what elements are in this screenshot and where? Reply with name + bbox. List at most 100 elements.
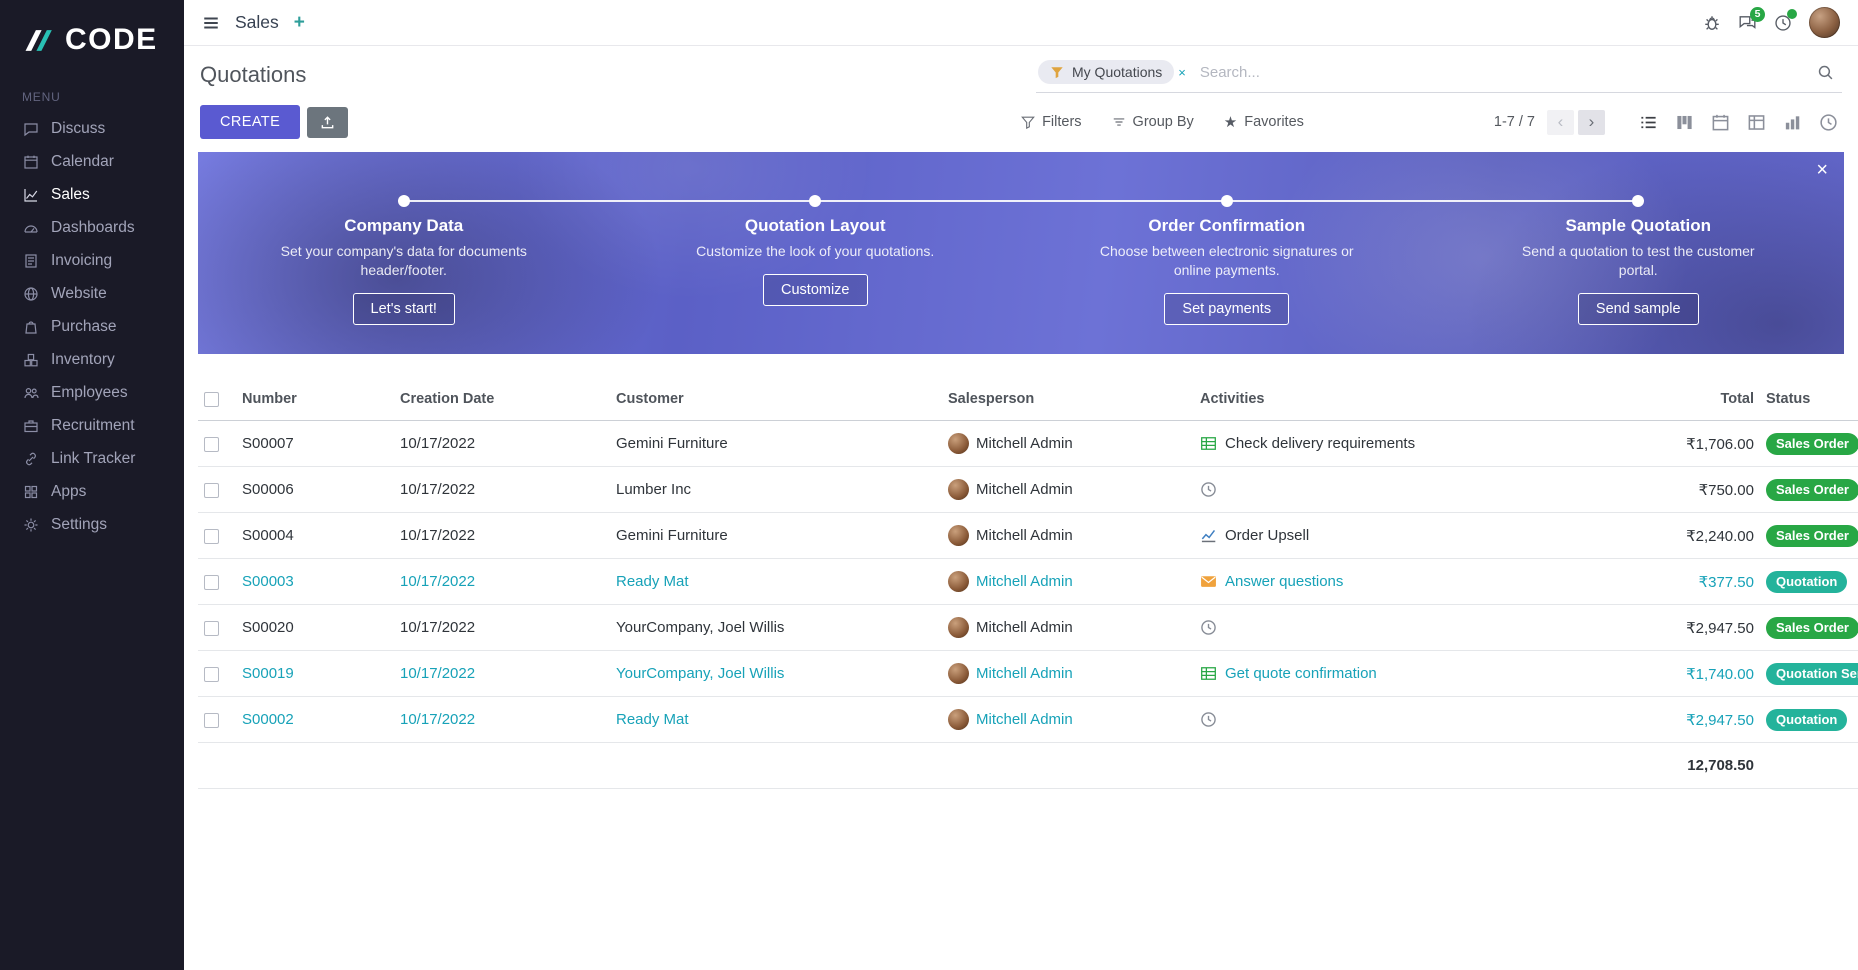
step-dot bbox=[1632, 195, 1645, 207]
favorites-button[interactable]: ★ Favorites bbox=[1223, 114, 1304, 131]
pager-prev-button[interactable]: ‹ bbox=[1547, 109, 1574, 135]
sidebar-item-discuss[interactable]: Discuss bbox=[0, 112, 184, 145]
table-footer-row: 12,708.50 bbox=[198, 742, 1858, 789]
salesperson-name: Mitchell Admin bbox=[976, 435, 1073, 452]
sidebar-item-employees[interactable]: Employees bbox=[0, 376, 184, 409]
messages-icon[interactable]: 5 bbox=[1738, 6, 1765, 32]
menu-section-label: MENU bbox=[22, 90, 61, 104]
select-all-checkbox[interactable] bbox=[204, 391, 219, 407]
onboarding-step-company-data: Company Data Set your company's data for… bbox=[198, 152, 610, 354]
sidebar-item-label: Link Tracker bbox=[51, 449, 136, 467]
table-row[interactable]: S00002 10/17/2022 Ready Mat Mitchell Adm… bbox=[198, 696, 1858, 743]
row-checkbox[interactable] bbox=[204, 712, 219, 728]
clock-icon[interactable] bbox=[1200, 711, 1217, 728]
activities-icon[interactable] bbox=[1774, 8, 1797, 32]
list-view-icon[interactable] bbox=[1639, 113, 1658, 132]
sidebar-item-website[interactable]: Website bbox=[0, 277, 184, 310]
table-row[interactable]: S00003 10/17/2022 Ready Mat Mitchell Adm… bbox=[198, 558, 1858, 605]
group-by-button[interactable]: Group By bbox=[1112, 114, 1194, 130]
order-total: ₹2,947.50 bbox=[1642, 696, 1760, 743]
table-row[interactable]: S00004 10/17/2022 Gemini Furniture Mitch… bbox=[198, 512, 1858, 559]
tasks-icon[interactable] bbox=[1200, 665, 1217, 682]
sidebar-item-recruitment[interactable]: Recruitment bbox=[0, 409, 184, 442]
sales-icon bbox=[22, 186, 39, 203]
pager-next-button[interactable]: › bbox=[1578, 109, 1605, 135]
customize-button[interactable]: Customize bbox=[763, 273, 868, 306]
envelope-icon[interactable] bbox=[1200, 573, 1217, 590]
column-header-status[interactable]: Status bbox=[1760, 378, 1858, 421]
graph-view-icon[interactable] bbox=[1783, 113, 1802, 132]
upload-icon bbox=[321, 115, 334, 128]
pivot-view-icon[interactable] bbox=[1747, 113, 1766, 132]
customer-name: Gemini Furniture bbox=[616, 435, 728, 452]
search-input[interactable] bbox=[1199, 63, 1817, 81]
row-checkbox[interactable] bbox=[204, 666, 219, 682]
kanban-view-icon[interactable] bbox=[1675, 113, 1694, 132]
row-checkbox[interactable] bbox=[204, 528, 219, 544]
row-checkbox[interactable] bbox=[204, 620, 219, 636]
search-facet[interactable]: My Quotations bbox=[1038, 60, 1175, 84]
lets-start-button[interactable]: Let's start! bbox=[352, 292, 455, 325]
calendar-view-icon[interactable] bbox=[1711, 113, 1730, 132]
search-bar[interactable]: My Quotations × bbox=[1036, 56, 1842, 93]
row-checkbox[interactable] bbox=[204, 436, 219, 452]
table-row[interactable]: S00020 10/17/2022 YourCompany, Joel Will… bbox=[198, 604, 1858, 651]
hamburger-menu-icon[interactable] bbox=[202, 14, 220, 32]
sidebar-item-label: Settings bbox=[51, 515, 108, 533]
facet-remove-icon[interactable]: × bbox=[1178, 64, 1186, 80]
tasks-icon[interactable] bbox=[1200, 435, 1217, 452]
search-icon[interactable] bbox=[1817, 64, 1834, 81]
order-total: ₹2,947.50 bbox=[1642, 604, 1760, 651]
table-row[interactable]: S00007 10/17/2022 Gemini Furniture Mitch… bbox=[198, 421, 1858, 467]
column-header-creation-date[interactable]: Creation Date bbox=[394, 378, 610, 421]
column-header-number[interactable]: Number bbox=[236, 378, 394, 421]
salesperson-avatar bbox=[948, 709, 969, 730]
chart-icon[interactable] bbox=[1200, 527, 1217, 544]
creation-date: 10/17/2022 bbox=[394, 466, 610, 513]
sidebar-item-apps[interactable]: Apps bbox=[0, 475, 184, 508]
add-tab-button[interactable]: + bbox=[293, 11, 305, 33]
column-header-total[interactable]: Total bbox=[1642, 378, 1760, 421]
row-checkbox[interactable] bbox=[204, 574, 219, 590]
activity-view-icon[interactable] bbox=[1819, 113, 1838, 132]
activity-label: Order Upsell bbox=[1225, 527, 1310, 544]
sidebar-item-label: Discuss bbox=[51, 119, 106, 137]
salesperson-name: Mitchell Admin bbox=[976, 665, 1073, 682]
group-by-icon bbox=[1113, 118, 1124, 126]
control-buttons-row: CREATE Filters Group By ★ Favorites bbox=[200, 105, 1842, 139]
bug-icon[interactable] bbox=[1703, 14, 1721, 32]
column-header-customer[interactable]: Customer bbox=[610, 378, 942, 421]
step-description: Choose between electronic signatures or … bbox=[1099, 243, 1354, 278]
app-title: Sales bbox=[235, 12, 279, 32]
filters-button[interactable]: Filters bbox=[1021, 114, 1082, 130]
sidebar-item-invoicing[interactable]: Invoicing bbox=[0, 244, 184, 277]
user-avatar[interactable] bbox=[1809, 7, 1840, 38]
step-description: Customize the look of your quotations. bbox=[696, 243, 935, 259]
sidebar-item-purchase[interactable]: Purchase bbox=[0, 310, 184, 343]
column-header-activities[interactable]: Activities bbox=[1194, 378, 1642, 421]
sidebar-item-calendar[interactable]: Calendar bbox=[0, 145, 184, 178]
sidebar-item-sales[interactable]: Sales bbox=[0, 178, 184, 211]
create-button[interactable]: CREATE bbox=[200, 105, 301, 139]
brand-logo[interactable]: CODE bbox=[0, 0, 184, 80]
set-payments-button[interactable]: Set payments bbox=[1164, 292, 1290, 325]
sidebar-item-link-tracker[interactable]: Link Tracker bbox=[0, 442, 184, 475]
sidebar-item-dashboards[interactable]: Dashboards bbox=[0, 211, 184, 244]
onboarding-step-order-confirmation: Order Confirmation Choose between electr… bbox=[1021, 152, 1433, 354]
clock-icon[interactable] bbox=[1200, 619, 1217, 636]
table-row[interactable]: S00006 10/17/2022 Lumber Inc Mitchell Ad… bbox=[198, 466, 1858, 513]
export-button[interactable] bbox=[307, 106, 349, 138]
sidebar-item-inventory[interactable]: Inventory bbox=[0, 343, 184, 376]
customer-name: YourCompany, Joel Willis bbox=[610, 604, 942, 651]
table-row[interactable]: S00019 10/17/2022 YourCompany, Joel Will… bbox=[198, 650, 1858, 697]
creation-date: 10/17/2022 bbox=[394, 512, 610, 559]
close-icon[interactable]: × bbox=[1816, 159, 1828, 181]
row-checkbox[interactable] bbox=[204, 482, 219, 498]
send-sample-button[interactable]: Send sample bbox=[1577, 292, 1699, 325]
website-icon bbox=[22, 285, 39, 302]
sidebar-item-settings[interactable]: Settings bbox=[0, 508, 184, 541]
column-header-salesperson[interactable]: Salesperson bbox=[942, 378, 1194, 421]
clock-icon[interactable] bbox=[1200, 481, 1217, 498]
customer-name: Gemini Furniture bbox=[610, 512, 942, 559]
onboarding-step-quotation-layout: Quotation Layout Customize the look of y… bbox=[610, 152, 1022, 354]
